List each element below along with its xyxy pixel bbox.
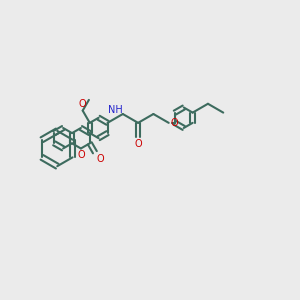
Text: O: O [170,118,178,128]
Text: O: O [77,150,85,160]
Text: O: O [96,154,104,164]
Text: O: O [134,139,142,149]
Text: NH: NH [108,105,122,115]
Text: O: O [79,99,86,109]
